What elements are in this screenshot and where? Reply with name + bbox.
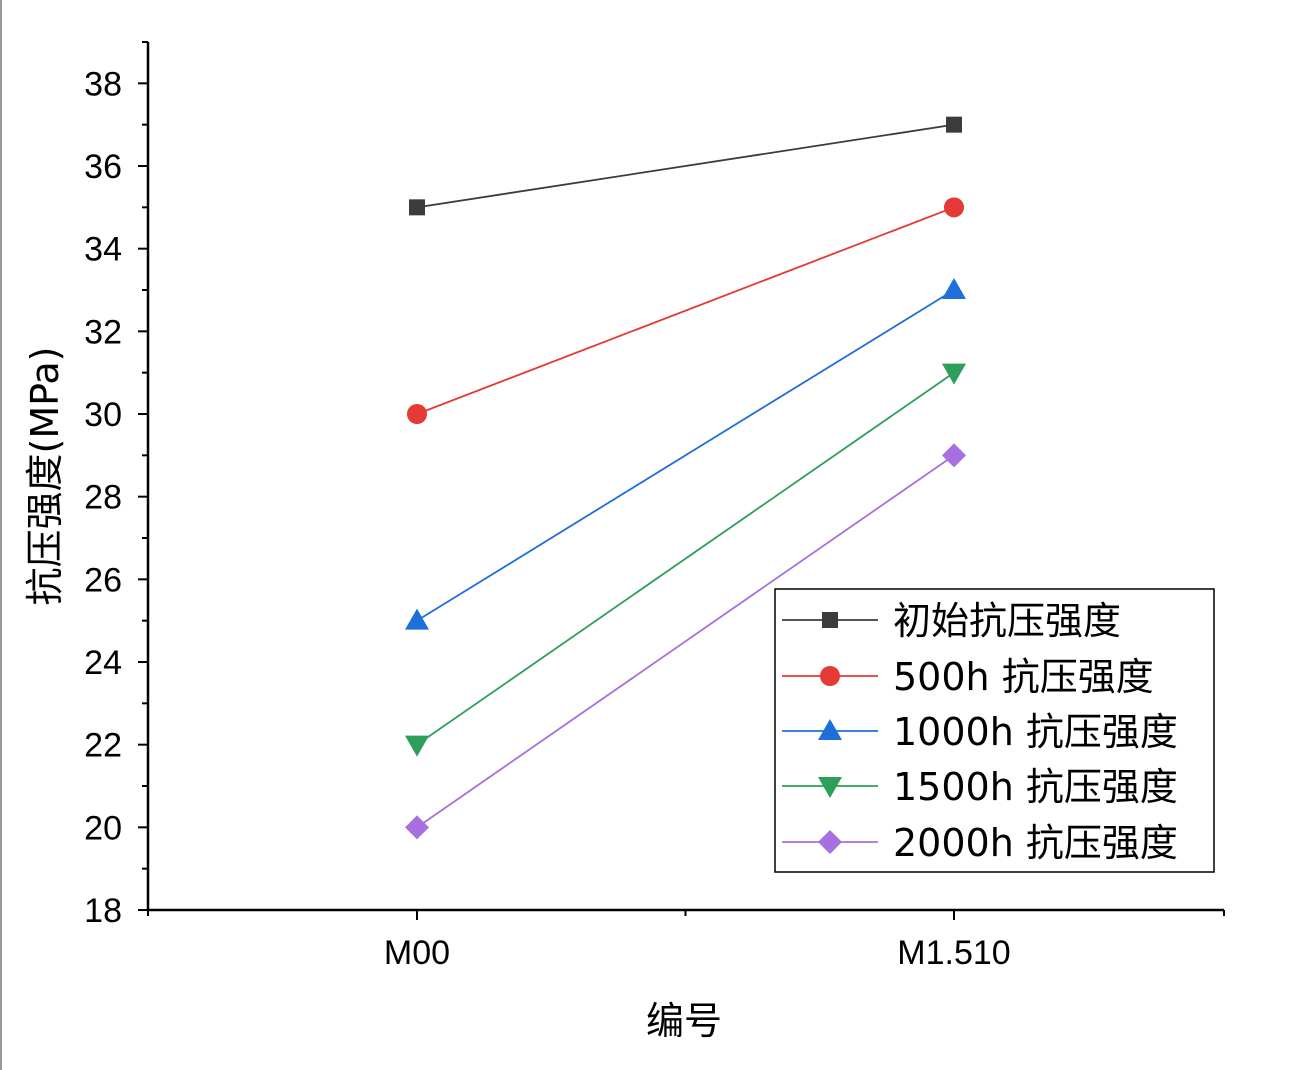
series-line [416,123,955,209]
data-point [407,404,427,424]
x-axis-title: 编号 [646,999,722,1043]
x-tick-label: M00 [384,934,450,972]
legend-label: 2000h 抗压强度 [893,821,1178,865]
legend-item: 500h 抗压强度 [782,655,1154,699]
series-3 [405,278,966,630]
legend-marker [818,719,842,740]
x-ticks: M00 M1.510 [147,910,1225,972]
y-tick-label: 36 [84,148,122,186]
y-tick-label: 26 [84,561,122,599]
y-tick-label: 24 [84,644,122,682]
legend-label: 1500h 抗压强度 [893,765,1178,809]
data-point [942,278,966,299]
legend: 初始抗压强度 500h 抗压强度 1000h 抗压强度 1500h 抗压强度 2000h… [774,588,1215,873]
legend-marker [818,830,842,854]
y-tick-label: 22 [84,727,122,765]
series-line [416,289,955,622]
legend-item: 初始抗压强度 [782,599,1121,643]
legend-marker [818,777,842,798]
data-point [405,815,429,840]
series-1 [409,116,962,216]
y-tick-label: 20 [84,809,122,847]
series-2 [407,197,964,424]
legend-item: 2000h 抗压强度 [782,821,1178,865]
y-tick-label: 30 [84,396,122,434]
y-tick-label: 32 [84,313,122,351]
legend-item: 1000h 抗压强度 [782,710,1178,754]
data-point [942,443,966,468]
data-point [944,197,964,218]
data-point [942,363,966,385]
x-tick-label: M1.510 [897,934,1010,972]
series-5 [405,443,966,840]
series-4 [405,363,966,757]
window-edge [0,0,2,1070]
series [405,116,966,840]
legend-label: 1000h 抗压强度 [893,710,1178,754]
legend-item: 1500h 抗压强度 [782,765,1178,809]
legend-label: 500h 抗压强度 [893,655,1154,699]
legend-marker [820,666,840,686]
y-tick-label: 28 [84,479,122,517]
data-point [405,735,429,757]
data-point [409,199,425,216]
data-point [946,116,962,133]
y-tick-label: 34 [84,231,122,269]
legend-label: 初始抗压强度 [893,599,1121,643]
y-tick-label: 38 [84,65,122,103]
y-ticks: 18 20 22 24 26 28 30 32 34 36 38 [84,41,148,930]
series-line [416,206,955,415]
y-tick-label: 18 [84,892,122,930]
series-line [416,454,955,829]
y-axis-title: 抗压强度(MPa) [23,347,67,606]
legend-marker [822,612,838,628]
series-line [416,371,955,746]
data-point [405,608,429,630]
